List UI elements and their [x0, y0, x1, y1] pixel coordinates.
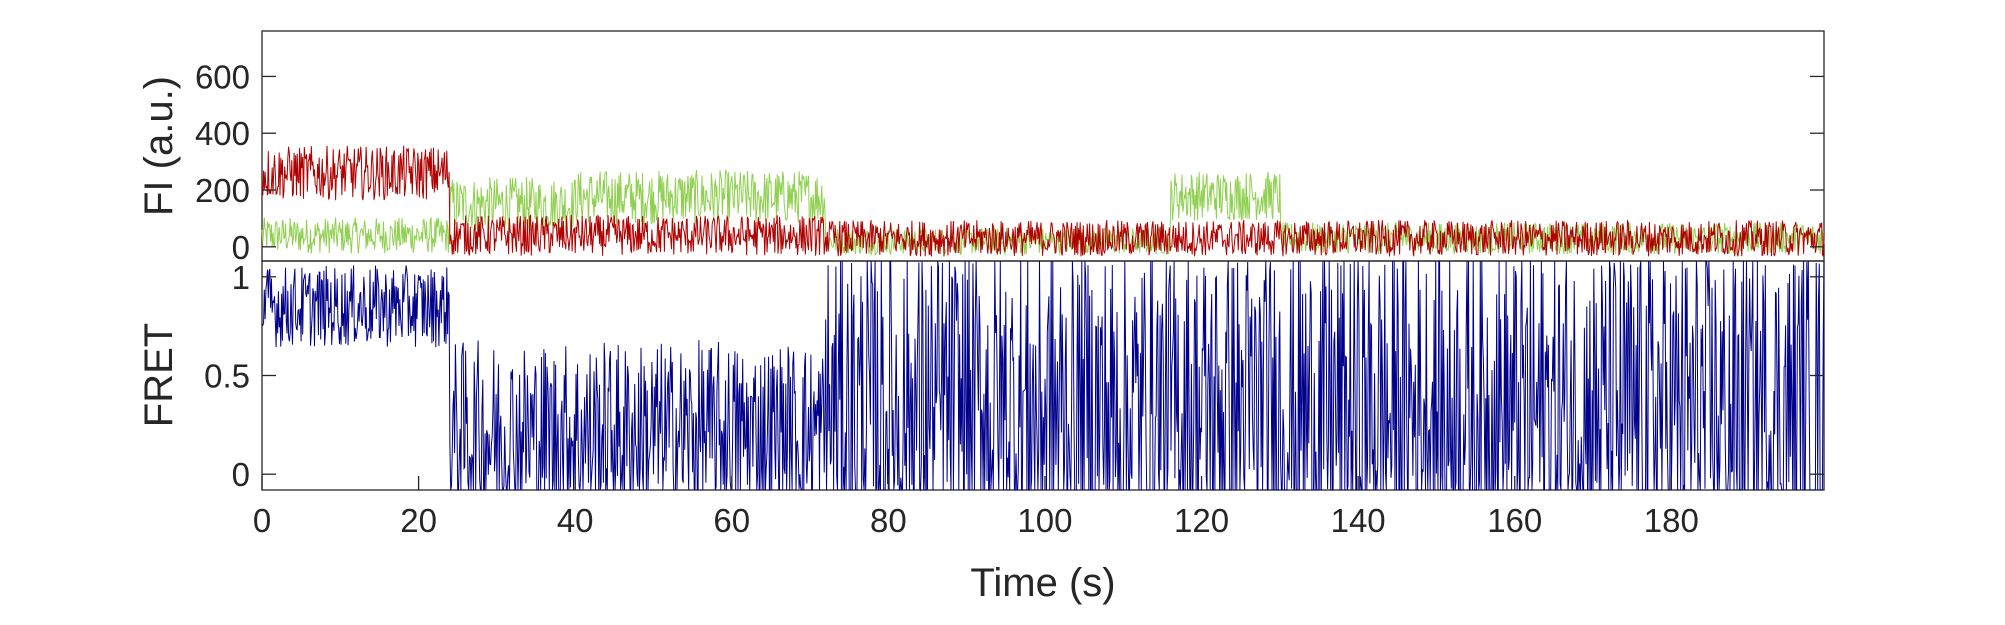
fret-y-tick-label: 0 [232, 456, 250, 493]
fluorescence-y-ticks: 0 200 400 600 [195, 58, 1824, 266]
time-x-axis-label: Time (s) [970, 561, 1115, 605]
fluorescence-y-tick-label: 600 [195, 58, 250, 95]
fluorescence-y-tick-label: 200 [195, 172, 250, 209]
fluorescence-traces [261, 145, 1825, 257]
time-x-tick-label: 140 [1331, 502, 1386, 539]
fluorescence-y-tick-label: 0 [232, 229, 250, 266]
time-x-tick-label: 40 [557, 502, 594, 539]
fret-panel: 00.51 0 20 40 60 80 100 120 140 160 180 FRET Time… [137, 259, 1825, 605]
fluorescence-panel: 0 200 400 600 FI (a.u.) [137, 30, 1825, 266]
time-x-tick-label: 0 [253, 502, 271, 539]
time-x-tick-label: 60 [713, 502, 750, 539]
time-x-tick-label: 120 [1174, 502, 1229, 539]
fret-traces [261, 259, 1825, 492]
fluorescence-series-1 [261, 145, 1825, 257]
time-x-tick-label: 20 [400, 502, 437, 539]
fret-series-0 [261, 259, 1825, 492]
fret-y-tick-label: 0.5 [204, 358, 250, 395]
fluorescence-y-tick-label: 400 [195, 115, 250, 152]
time-x-tick-label: 80 [870, 502, 907, 539]
time-x-tick-label: 100 [1017, 502, 1072, 539]
fret-y-tick-label: 1 [232, 259, 250, 296]
time-x-tick-label: 180 [1644, 502, 1699, 539]
time-x-tick-label: 160 [1487, 502, 1542, 539]
time-x-ticks: 0 20 40 60 80 100 120 140 160 180 [253, 476, 1699, 539]
fluorescence-series-0 [261, 168, 1825, 257]
fret-y-ticks: 00.51 [204, 259, 1824, 493]
fluorescence-y-axis-label: FI (a.u.) [137, 76, 181, 216]
fret-y-axis-label: FRET [137, 323, 181, 427]
